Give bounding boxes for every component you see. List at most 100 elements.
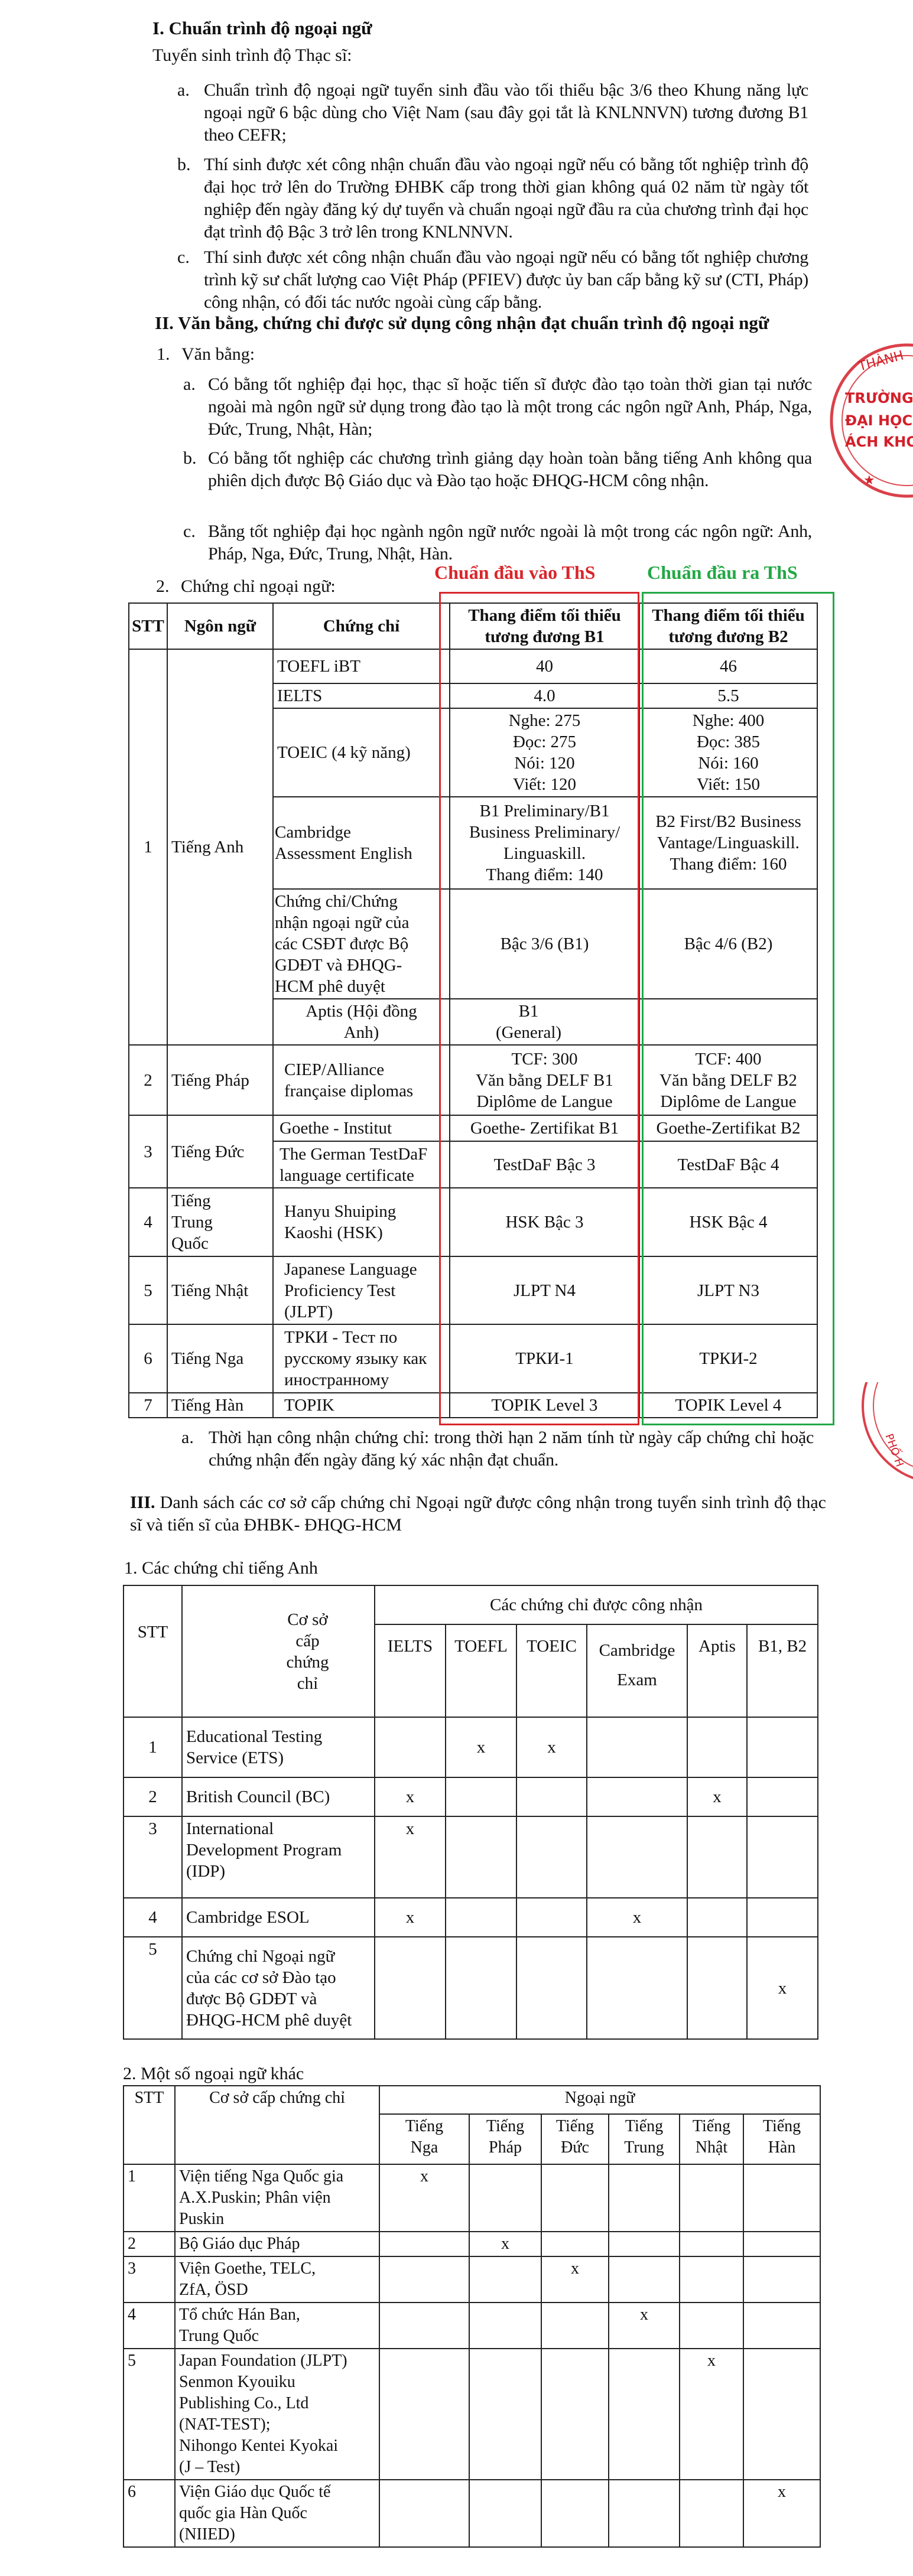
b2-cell: Goethe-Zertifikat B2 xyxy=(639,1115,818,1142)
header-language: Ngôn ngữ xyxy=(167,603,274,650)
mark-cell xyxy=(379,2302,470,2349)
language-cell: Tiếng Trung Quốc xyxy=(167,1187,274,1257)
stt-cell: 6 xyxy=(128,1324,168,1393)
provider-cell: Chứng chỉ Ngoại ngữ của các cơ sở Đào tạ… xyxy=(181,1936,375,2040)
mark-cell xyxy=(746,1816,819,1898)
subsection-1-label: 1. xyxy=(157,344,170,364)
mark-cell xyxy=(608,2164,680,2232)
mark-cell xyxy=(516,1936,587,2040)
table-row: 4 Tiếng Trung Quốc Hanyu Shuiping Kaoshi… xyxy=(128,1187,818,1257)
stt-cell: 5 xyxy=(128,1256,168,1325)
header-ielts: IELTS xyxy=(374,1624,446,1718)
mark-cell xyxy=(445,1816,517,1898)
b1-cell: Nghe: 275 Đọc: 275 Nói: 120 Viết: 120 xyxy=(449,708,640,797)
table-row: 2 British Council (BC) x x xyxy=(123,1777,819,1817)
b1-cell: 40 xyxy=(449,649,640,684)
header-french: Tiếng Pháp xyxy=(469,2113,542,2165)
mark-cell xyxy=(679,2231,744,2257)
seal-text: PHỐ H xyxy=(882,1432,907,1469)
stt-cell: 5 xyxy=(123,2348,176,2480)
mark-cell xyxy=(374,1717,446,1778)
stt-cell: 4 xyxy=(123,1897,183,1937)
table-row: 1 Educational Testing Service (ETS) x x xyxy=(123,1717,819,1778)
mark-cell xyxy=(379,2479,470,2548)
certificate-cell: ТРКИ - Тест по русскому языку как иностр… xyxy=(272,1324,450,1393)
language-cell: Tiếng Pháp xyxy=(167,1044,274,1116)
table-row: 3 Tiếng Đức Goethe - Institut Goethe- Ze… xyxy=(128,1115,818,1188)
b2-cell: ТРКИ-2 xyxy=(639,1324,818,1393)
mark-cell xyxy=(746,1717,819,1778)
header-toefl: TOEFL xyxy=(445,1624,517,1718)
mark-cell: x xyxy=(374,1816,446,1898)
certificate-cell: The German TestDaF language certificate xyxy=(272,1141,450,1188)
mark-cell: x xyxy=(541,2256,609,2303)
table-row: Aptis (Hội đồng Anh) B1 (General) xyxy=(129,998,818,1046)
provider-cell: Viện Giáo dục Quốc tế quốc gia Hàn Quốc … xyxy=(174,2479,380,2548)
b2-cell: HSK Bậc 4 xyxy=(639,1187,818,1257)
section-1-intro: Tuyển sinh trình độ Thạc sĩ: xyxy=(152,45,352,65)
provider-cell: Viện Goethe, TELC, ZfA, ÖSD xyxy=(174,2256,380,2303)
provider-cell: Cambridge ESOL xyxy=(181,1897,375,1937)
provider-cell: International Development Program (IDP) xyxy=(181,1816,375,1898)
mark-cell: x xyxy=(516,1717,587,1778)
note-text: Thời hạn công nhận chứng chỉ: trong thời… xyxy=(209,1428,814,1470)
university-seal-stamp: THÀNH TRƯỜNG ĐẠI HỌC ÁCH KHO ★ xyxy=(830,343,913,498)
item-text: Thí sinh được xét công nhận chuẩn đầu và… xyxy=(204,247,808,312)
header-b1-b2: B1, B2 xyxy=(746,1624,819,1718)
mark-cell xyxy=(541,2348,609,2480)
table-row: 4 Tổ chức Hán Ban, Trung Quốc x xyxy=(123,2302,821,2349)
table-header-row: STT Cơ sở cấp chứng chỉ Các chứng chỉ đư… xyxy=(123,1585,819,1718)
seal-star-icon: ★ xyxy=(863,473,875,488)
table-row: 4 Cambridge ESOL x x xyxy=(123,1897,819,1937)
entry-standard-annotation: Chuẩn đầu vào ThS xyxy=(434,562,596,583)
item-label: c. xyxy=(183,522,196,541)
mark-cell xyxy=(608,2231,680,2257)
header-korean: Tiếng Hàn xyxy=(742,2113,821,2165)
seal-text: ÁCH KHO xyxy=(845,433,913,450)
mark-cell xyxy=(679,2256,744,2303)
stt-cell: 2 xyxy=(123,1777,183,1817)
mark-cell xyxy=(746,1897,819,1937)
table-header-row: STT Ngôn ngữ Chứng chỉ Thang điểm tối th… xyxy=(128,603,818,650)
stt-cell: 3 xyxy=(123,1816,183,1898)
stt-cell: 4 xyxy=(128,1187,168,1257)
certificate-standards-table: STT Ngôn ngữ Chứng chỉ Thang điểm tối th… xyxy=(128,603,818,1418)
b2-cell: TestDaF Bậc 4 xyxy=(639,1141,818,1188)
provider-cell: Bộ Giáo dục Pháp xyxy=(174,2231,380,2257)
stt-cell: 2 xyxy=(123,2231,176,2257)
note-label: a. xyxy=(181,1428,194,1447)
seal-text: TRƯỜNG xyxy=(845,389,913,406)
mark-cell xyxy=(541,2302,609,2349)
table-row: 2 Tiếng Pháp CIEP/Alliance française dip… xyxy=(128,1044,818,1116)
mark-cell: x xyxy=(679,2348,744,2480)
b1-cell: Goethe- Zertifikat B1 xyxy=(449,1115,640,1142)
mark-cell xyxy=(445,1897,517,1937)
b1-cell: ТРКИ-1 xyxy=(449,1324,640,1393)
stt-cell: 6 xyxy=(123,2479,176,2548)
exit-standard-annotation: Chuẩn đầu ra ThS xyxy=(647,562,798,583)
stt-cell: 1 xyxy=(123,2164,176,2232)
mark-cell: x xyxy=(746,1936,819,2040)
section-3-heading: III. Danh sách các cơ sở cấp chứng chỉ N… xyxy=(130,1491,826,1536)
subsection-2-label: 2. xyxy=(156,577,170,596)
table-header-row: IELTS TOEFL TOEIC Cambridge Exam Aptis B… xyxy=(124,1624,819,1718)
mark-cell xyxy=(687,1897,748,1937)
certificate-cell: CIEP/Alliance française diplomas xyxy=(272,1044,450,1116)
language-cell: Tiếng Hàn xyxy=(167,1392,274,1418)
item-label: b. xyxy=(177,155,191,174)
certificate-cell: Japanese Language Proficiency Test (JLPT… xyxy=(272,1256,450,1325)
table-header-row: Tiếng Nga Tiếng Pháp Tiếng Đức Tiếng Tru… xyxy=(124,2113,821,2165)
mark-cell xyxy=(516,1897,587,1937)
mark-cell xyxy=(469,2256,542,2303)
table-row: 1 Viện tiếng Nga Quốc gia A.X.Puskin; Ph… xyxy=(123,2164,821,2232)
table-row: The German TestDaF language certificate … xyxy=(129,1141,818,1188)
item-text: Bằng tốt nghiệp đại học ngành ngôn ngữ n… xyxy=(208,522,812,564)
mark-cell xyxy=(469,2348,542,2480)
mark-cell: x xyxy=(374,1777,446,1817)
table-row: 3 Viện Goethe, TELC, ZfA, ÖSD x xyxy=(123,2256,821,2303)
language-cell: Tiếng Anh xyxy=(167,649,274,1046)
other-language-providers-table: STT Cơ sở cấp chứng chỉ Ngoại ngữ Tiếng … xyxy=(123,2085,821,2548)
second-seal-stamp: PHỐ H xyxy=(862,1382,913,1480)
b2-cell: 5.5 xyxy=(639,683,818,709)
mark-cell xyxy=(586,1936,688,2040)
